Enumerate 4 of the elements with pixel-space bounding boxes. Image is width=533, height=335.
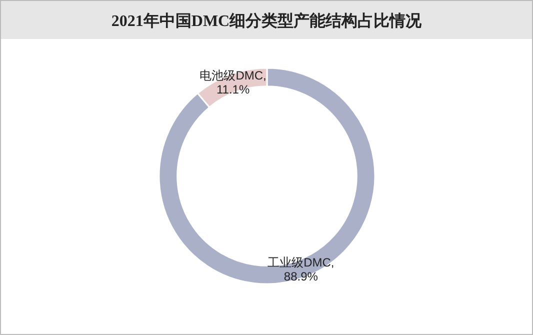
slice-label: 工业级DMC, 88.9%: [268, 255, 334, 284]
chart-title: 2021年中国DMC细分类型产能结构占比情况: [111, 12, 423, 30]
donut-slice: [158, 67, 376, 285]
slice-label: 电池级DMC, 11.1%: [200, 68, 266, 97]
